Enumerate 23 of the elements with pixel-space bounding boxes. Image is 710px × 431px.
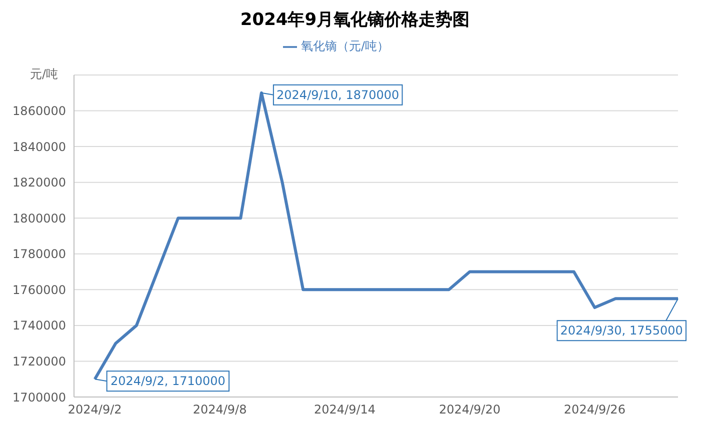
y-tick-label: 1840000 bbox=[12, 140, 66, 154]
x-tick-label: 2024/9/14 bbox=[314, 402, 376, 417]
annotation: 2024/9/10, 1870000 bbox=[276, 88, 400, 102]
y-tick-label: 1780000 bbox=[12, 247, 66, 262]
y-tick-label: 1760000 bbox=[12, 282, 66, 297]
chart-title: 2024年9月氧化镝价格走势图 bbox=[239, 9, 471, 31]
y-tick-label: 1820000 bbox=[12, 176, 66, 190]
y-tick-label: 1860000 bbox=[12, 104, 66, 118]
y-tick-label: 1700000 bbox=[12, 390, 66, 404]
callout: 2024/9/2, 1710000 bbox=[94, 370, 230, 392]
callout: 2024/9/10, 1870000 bbox=[260, 84, 403, 106]
annotation: 2024/9/2, 1710000 bbox=[110, 374, 226, 388]
x-tick-label: 2024/9/26 bbox=[564, 402, 626, 417]
legend-label: 氧化镝（元/吨） bbox=[300, 39, 390, 53]
x-tick-label: 2024/9/8 bbox=[192, 402, 247, 417]
y-tick-label: 1720000 bbox=[12, 354, 66, 368]
annotation: 2024/9/30, 1755000 bbox=[560, 324, 683, 338]
callout: 2024/9/30, 1755000 bbox=[556, 298, 686, 342]
x-tick-label: 2024/9/20 bbox=[438, 402, 500, 417]
y-axis-title: 元/吨 bbox=[30, 66, 58, 83]
y-tick-label: 1740000 bbox=[12, 318, 66, 333]
x-tick-label: 2024/9/2 bbox=[68, 402, 122, 417]
y-tick-label: 1800000 bbox=[12, 211, 66, 226]
